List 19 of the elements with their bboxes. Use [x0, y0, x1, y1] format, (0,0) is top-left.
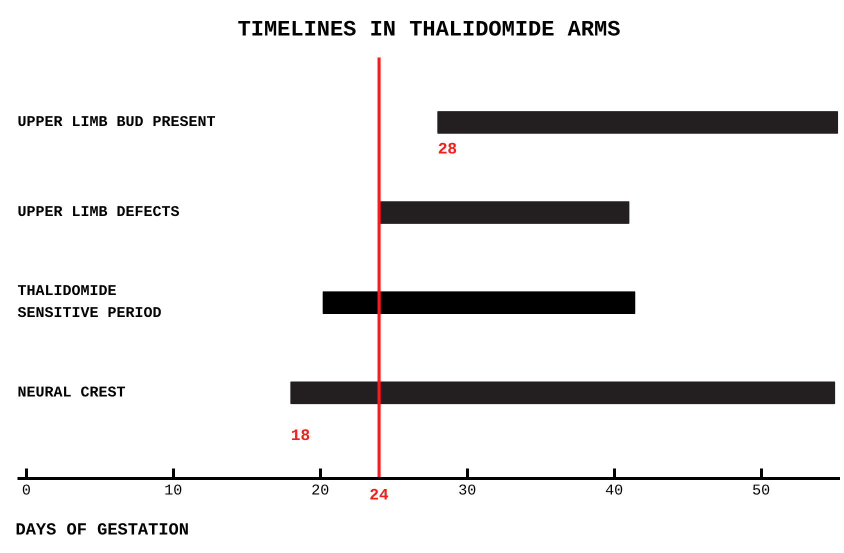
x-tick-label: 10 [164, 482, 182, 500]
y-tick-label: NEURAL CREST [18, 384, 126, 402]
bar [322, 291, 636, 314]
chart-title: TIMELINES IN THALIDOMIDE ARMS [238, 18, 620, 42]
x-tick-label: 50 [752, 482, 770, 500]
annotation: 18 [290, 426, 310, 445]
bar [437, 111, 838, 134]
bar [290, 381, 836, 404]
x-tick-label: 40 [605, 482, 624, 500]
y-tick-label: UPPER LIMB BUD PRESENT [18, 114, 216, 131]
x-tick-label: 20 [311, 482, 330, 500]
ref-line-label: 24 [369, 486, 390, 504]
y-tick-label: THALIDOMIDE SENSITIVE PERIOD [18, 283, 162, 322]
y-tick-label: UPPER LIMB DEFECTS [18, 204, 180, 222]
bar [378, 201, 630, 224]
annotation: 28 [438, 140, 458, 158]
x-axis-title: DAYS OF GESTATION [16, 522, 189, 540]
x-tick-label: 0 [22, 482, 31, 500]
x-tick-label: 30 [458, 482, 476, 500]
